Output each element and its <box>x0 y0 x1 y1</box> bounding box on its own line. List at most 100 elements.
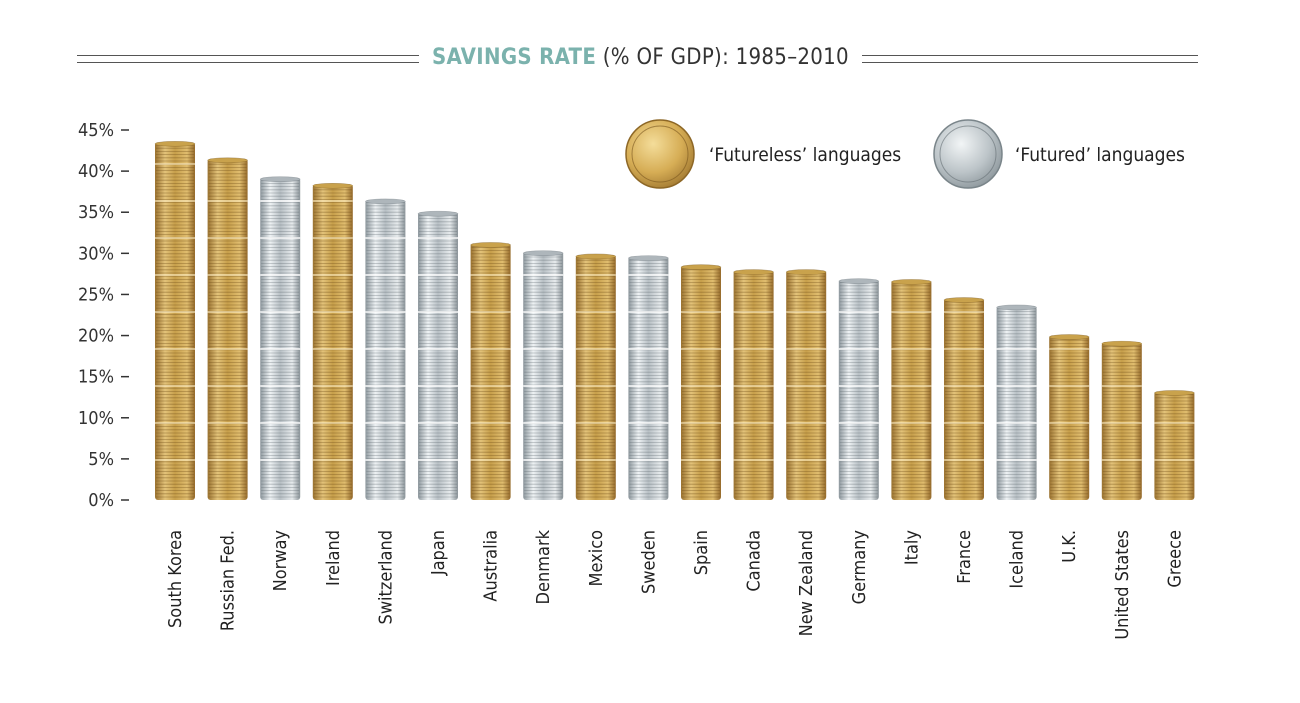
legend-item-futured: ‘Futured’ languages <box>933 119 1185 189</box>
bar-russian-fed <box>207 157 248 500</box>
y-tick-label: 30% <box>78 243 114 264</box>
x-category-label: South Korea <box>165 530 186 628</box>
bar-united-states <box>1101 340 1143 500</box>
x-category-label: Spain <box>691 530 712 575</box>
x-category-label: Mexico <box>586 530 607 587</box>
x-axis-labels: South Korea Russian Fed. Norway Ireland Swit… <box>165 529 1185 639</box>
bar-germany <box>838 278 880 500</box>
stack-top <box>891 279 932 285</box>
stack-top <box>628 255 669 261</box>
bar-switzerland <box>365 198 406 500</box>
bar-body <box>155 142 195 501</box>
y-axis: 0% 5% 10% 15% 20% 25% 30% 35% 40% 45% <box>78 120 129 511</box>
coin-rim <box>939 125 997 183</box>
bar-iceland <box>996 304 1037 500</box>
coin-icon <box>625 119 695 189</box>
bar-body <box>260 177 301 500</box>
stack-top <box>1048 334 1090 340</box>
bar-sweden <box>628 255 669 500</box>
chart-title-highlight: SAVINGS RATE <box>432 45 597 70</box>
coin-icon <box>933 119 1003 189</box>
bar-norway <box>259 176 301 500</box>
stack-top <box>733 269 774 275</box>
x-category-label: Ireland <box>323 530 344 586</box>
coin-rim <box>631 125 689 183</box>
x-category-label: Switzerland <box>375 530 396 624</box>
bar-new-zealand <box>785 269 827 500</box>
stack-top <box>1154 390 1195 396</box>
y-tick-label: 35% <box>78 202 114 223</box>
x-category-label: Australia <box>481 530 502 602</box>
y-tick-label: 25% <box>78 284 114 305</box>
bar-body <box>996 305 1037 500</box>
bar-body <box>891 280 932 500</box>
x-category-label: Russian Fed. <box>218 530 239 631</box>
bar-canada <box>733 269 774 500</box>
bar-denmark <box>522 250 564 500</box>
stack-top <box>680 264 722 270</box>
bar-south-korea <box>154 141 196 501</box>
y-tick-label: 5% <box>88 449 114 470</box>
bar-body <box>418 212 458 500</box>
x-category-label: Sweden <box>638 530 659 594</box>
bar-body <box>312 184 353 500</box>
bar-ireland <box>312 182 354 500</box>
bar-france <box>943 297 985 500</box>
bar-japan <box>417 210 459 500</box>
bar-body <box>575 254 616 500</box>
stack-top <box>522 250 564 256</box>
y-tick-label: 10% <box>78 408 114 429</box>
bar-body <box>1154 391 1195 500</box>
stack-top <box>943 297 985 303</box>
bar-body <box>628 256 669 500</box>
bar-body <box>681 265 721 500</box>
stack-top <box>154 141 196 147</box>
bar-body <box>470 243 511 500</box>
x-category-label: New Zealand <box>796 530 817 636</box>
legend-item-futureless: ‘Futureless’ languages <box>625 119 901 189</box>
y-tick-label: 0% <box>88 490 114 511</box>
bar-mexico <box>575 253 617 500</box>
x-category-label: Canada <box>744 530 765 592</box>
x-category-label: Italy <box>901 530 922 566</box>
bar-body <box>944 298 984 500</box>
bar-u-k <box>1048 334 1090 500</box>
stack-top <box>365 198 406 205</box>
stack-top <box>207 157 248 164</box>
bar-body <box>838 279 879 500</box>
title-row: SAVINGS RATE (% OF GDP): 1985–2010 <box>0 40 1300 80</box>
bar-greece <box>1154 390 1195 500</box>
legend-label: ‘Futured’ languages <box>1015 144 1185 166</box>
y-tick-label: 40% <box>78 161 114 182</box>
bar-italy <box>891 279 932 500</box>
stack-top <box>312 182 354 189</box>
x-category-label: Denmark <box>533 529 554 604</box>
x-category-label: Norway <box>270 530 291 592</box>
stack-top <box>838 278 880 284</box>
legend-label: ‘Futureless’ languages <box>709 144 901 166</box>
x-category-label: Japan <box>428 530 449 576</box>
chart-title: SAVINGS RATE (% OF GDP): 1985–2010 <box>432 45 849 70</box>
stack-top <box>470 242 511 248</box>
x-category-label: Germany <box>849 530 870 605</box>
y-tick-label: 45% <box>78 120 114 141</box>
bar-body <box>1049 335 1090 500</box>
stack-top <box>417 210 459 217</box>
x-category-label: France <box>954 530 975 584</box>
chart-title-rest: (% OF GDP): 1985–2010 <box>596 45 849 70</box>
bar-body <box>523 251 564 500</box>
bar-australia <box>470 242 511 500</box>
x-category-label: Iceland <box>1007 530 1028 589</box>
legend: ‘Futureless’ languages ‘Futured’ language… <box>625 119 1185 189</box>
x-category-label: United States <box>1112 530 1133 640</box>
y-tick-label: 15% <box>78 367 114 388</box>
stack-top <box>259 176 301 182</box>
stack-top <box>785 269 827 275</box>
bar-body <box>207 158 248 500</box>
y-tick-label: 20% <box>78 326 114 347</box>
x-category-label: Greece <box>1164 530 1185 588</box>
title-rule-left <box>77 55 419 63</box>
bar-spain <box>680 264 722 500</box>
stack-top <box>996 304 1037 311</box>
